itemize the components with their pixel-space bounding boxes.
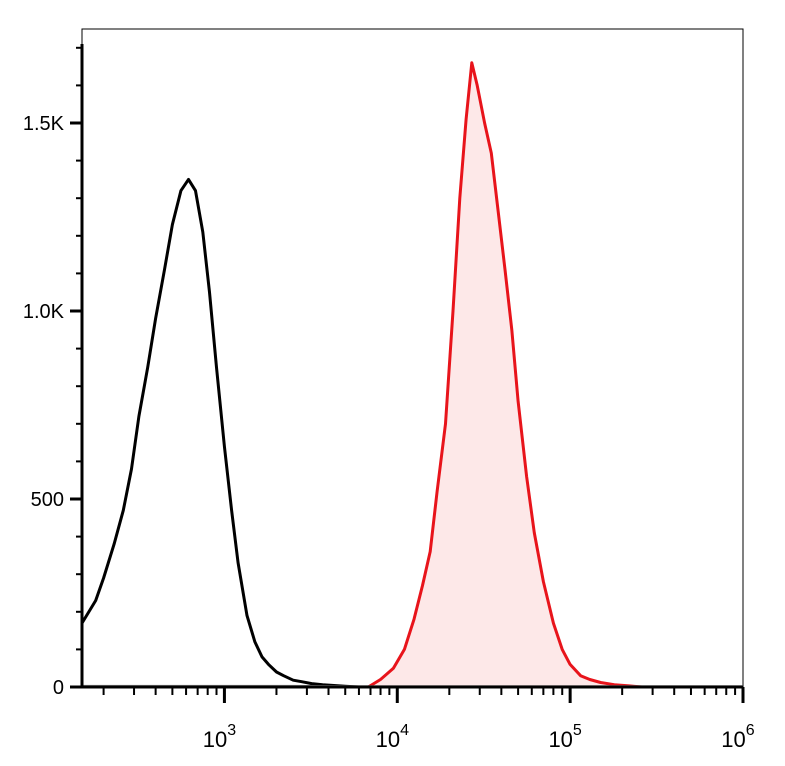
series-1-area	[368, 62, 642, 688]
y-tick-label: 1.5K	[23, 113, 65, 135]
series-0-line	[80, 177, 359, 689]
x-tick-label: 105	[548, 722, 581, 752]
x-tick-label: 106	[721, 722, 754, 752]
axis-layer: 0 500 1.0K 1.5K 103 104 105 106	[23, 44, 755, 752]
y-tick-label: 0	[53, 677, 64, 699]
x-tick-label: 104	[376, 722, 409, 752]
x-tick-label: 103	[203, 722, 236, 752]
plot-frame	[81, 28, 744, 688]
y-tick-label: 500	[31, 489, 64, 511]
series-1-line	[367, 61, 643, 689]
y-tick-label: 1.0K	[23, 301, 65, 323]
